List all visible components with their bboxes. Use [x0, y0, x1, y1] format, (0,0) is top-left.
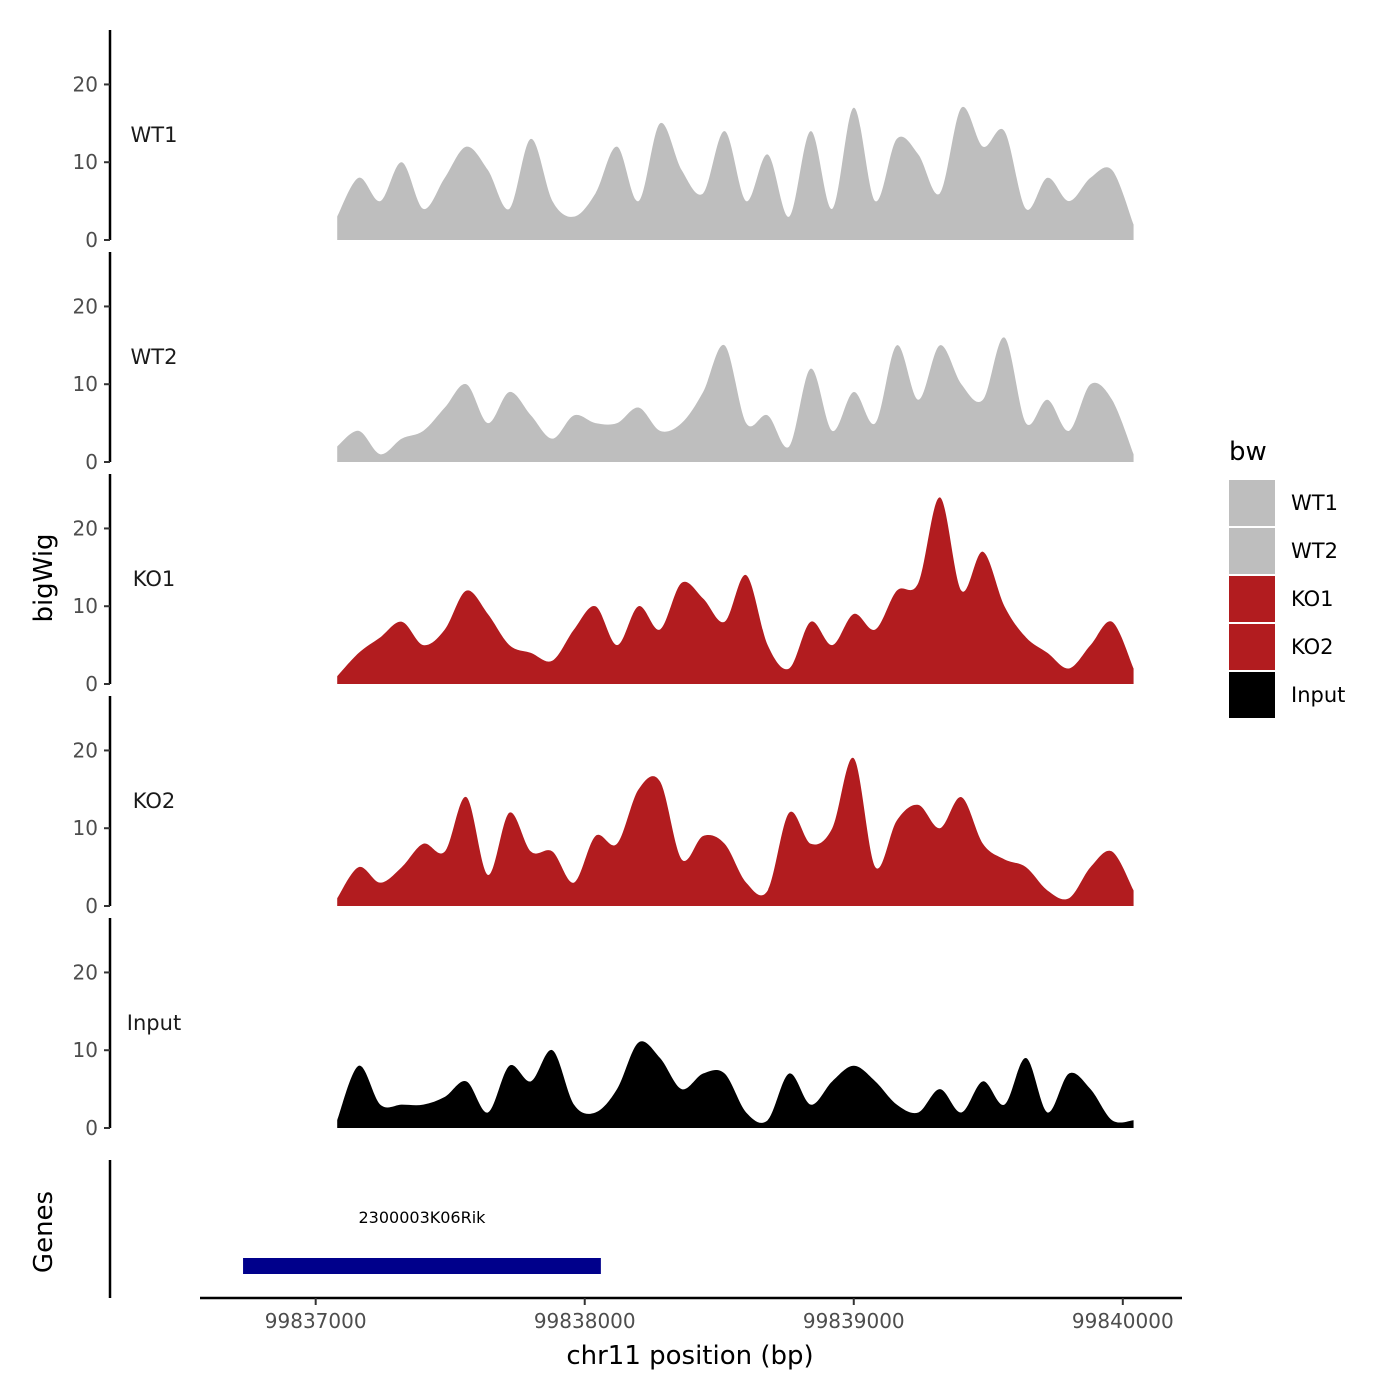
track-ko2: 0 10 20 KO2 [73, 696, 1134, 918]
legend-title: bw [1229, 437, 1267, 467]
legend-label-ko1: KO1 [1291, 587, 1334, 611]
coverage-area-ko2 [337, 757, 1134, 906]
legend-label-wt2: WT2 [1291, 539, 1338, 563]
gene-track: 2300003K06Rik [108, 1160, 601, 1298]
track-ko1: 0 10 20 KO1 [73, 474, 1134, 696]
y-tick-label: 10 [73, 594, 98, 618]
track-wt1: 0 10 20 WT1 [73, 30, 1134, 252]
y-tick-label: 0 [85, 894, 98, 918]
coverage-area-input [337, 1041, 1134, 1128]
x-axis: 99837000 99838000 99839000 99840000 [200, 1296, 1182, 1333]
y-tick-label: 20 [73, 516, 98, 540]
coverage-area-wt1 [337, 106, 1134, 240]
y-tick-label: 20 [73, 72, 98, 96]
y-tick-label: 20 [73, 294, 98, 318]
x-tick-label: 99840000 [1072, 1309, 1174, 1333]
y-tick-label: 20 [73, 960, 98, 984]
track-wt2: 0 10 20 WT2 [73, 252, 1134, 474]
track-label-ko2: KO2 [133, 789, 176, 813]
legend-label-ko2: KO2 [1291, 635, 1334, 659]
x-axis-title: chr11 position (bp) [566, 1341, 813, 1371]
y-tick-label: 10 [73, 1038, 98, 1062]
legend-label-wt1: WT1 [1291, 491, 1338, 515]
x-tick-label: 99837000 [265, 1309, 367, 1333]
y-tick-label: 0 [85, 228, 98, 252]
legend-swatch-ko1 [1229, 576, 1275, 622]
legend-label-input: Input [1291, 683, 1345, 707]
y-tick-label: 0 [85, 672, 98, 696]
legend-swatch-wt1 [1229, 480, 1275, 526]
coverage-area-ko1 [337, 497, 1134, 684]
legend-swatch-ko2 [1229, 624, 1275, 670]
y-tick-label: 10 [73, 150, 98, 174]
track-label-wt1: WT1 [131, 123, 178, 147]
coverage-tracks: 0 10 20 WT1 0 10 20 WT2 0 10 20 KO1 0 10 20 KO2 0 10 20 Inp… [73, 30, 1134, 1140]
legend: bw WT1 WT2 KO1 KO2 Input [1229, 437, 1345, 718]
gene-label: 2300003K06Rik [358, 1208, 486, 1227]
track-label-input: Input [127, 1011, 181, 1035]
track-label-wt2: WT2 [131, 345, 178, 369]
legend-swatch-wt2 [1229, 528, 1275, 574]
track-label-ko1: KO1 [133, 567, 176, 591]
y-tick-label: 20 [73, 738, 98, 762]
genes-track-title: Genes [29, 1191, 59, 1273]
y-tick-label: 0 [85, 450, 98, 474]
y-tick-label: 10 [73, 372, 98, 396]
y-tick-label: 0 [85, 1116, 98, 1140]
gene-bar [243, 1258, 601, 1274]
legend-swatch-input [1229, 672, 1275, 718]
coverage-area-wt2 [337, 337, 1134, 462]
track-input: 0 10 20 Input [73, 918, 1134, 1140]
y-tick-label: 10 [73, 816, 98, 840]
y-axis-title: bigWig [29, 533, 59, 622]
x-tick-label: 99838000 [534, 1309, 636, 1333]
x-tick-label: 99839000 [803, 1309, 905, 1333]
